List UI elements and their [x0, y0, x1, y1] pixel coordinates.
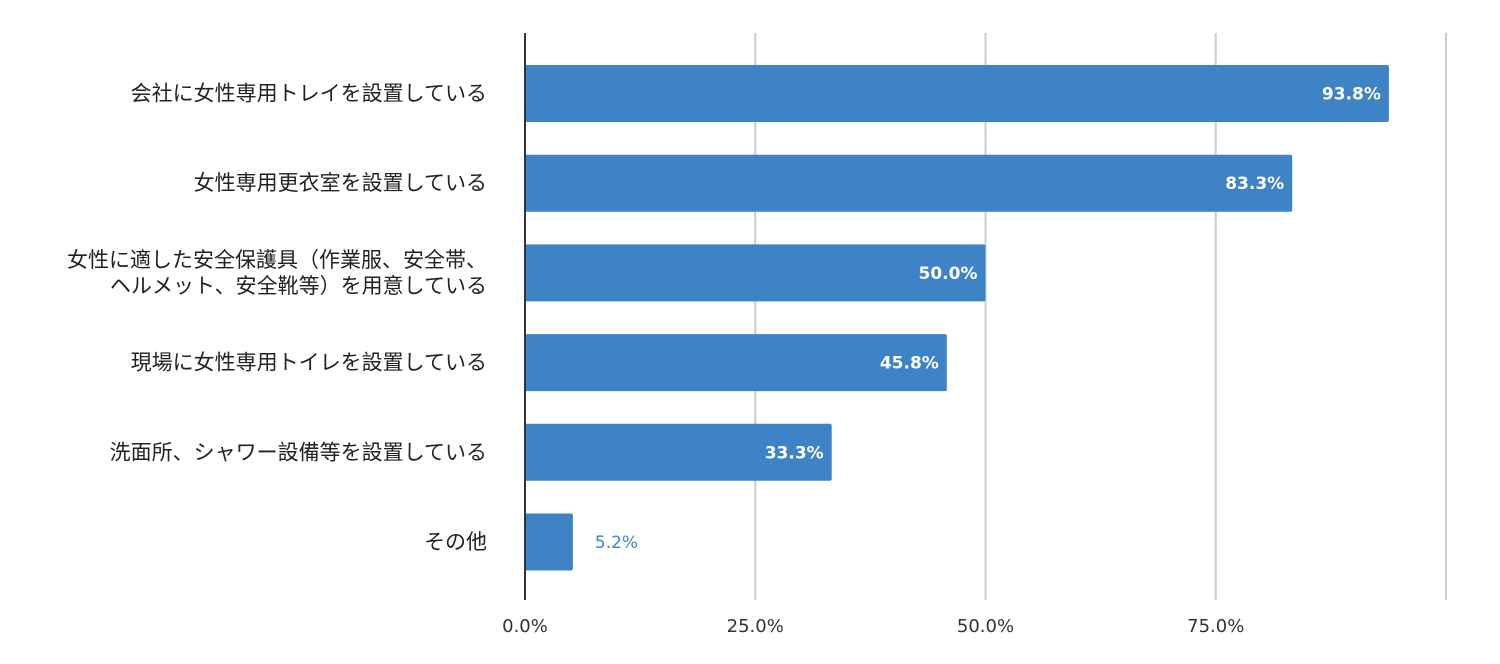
category-label: 会社に女性専用トレイを設置している	[131, 82, 487, 106]
bar-value-label: 50.0%	[919, 264, 978, 284]
bar	[525, 244, 986, 302]
bar	[525, 334, 947, 392]
bar	[525, 65, 1389, 122]
x-tick-label: 0.0%	[502, 616, 548, 637]
x-tick-label: 50.0%	[957, 616, 1014, 637]
category-label: 洗面所、シャワー設備等を設置している	[110, 440, 487, 464]
bar	[525, 154, 1293, 212]
bar	[525, 513, 573, 571]
x-tick-label: 25.0%	[727, 616, 784, 637]
category-labels: 会社に女性専用トレイを設置している女性専用更衣室を設置している女性に適した安全保…	[67, 82, 487, 555]
bars	[525, 65, 1389, 571]
bar-value-label: 83.3%	[1225, 174, 1284, 194]
tick-labels: 0.0% 25.0% 50.0% 75.0%	[502, 616, 1244, 637]
bar-value-label: 33.3%	[765, 443, 824, 463]
x-tick-label: 75.0%	[1187, 616, 1244, 637]
category-label: 現場に女性専用トイレを設置している	[131, 351, 487, 375]
category-label: その他	[424, 530, 487, 554]
value-labels: 93.8% 83.3% 50.0% 45.8% 33.3% 5.2%	[595, 85, 1381, 554]
bar-value-label: 93.8%	[1322, 85, 1381, 105]
bar	[525, 423, 832, 481]
category-label: 女性専用更衣室を設置している	[194, 171, 487, 195]
category-label: ヘルメット、安全靴等）を用意している	[110, 274, 487, 298]
bar-value-label: 45.8%	[880, 354, 939, 374]
gridlines	[754, 33, 1447, 600]
category-label: 女性に適した安全保護具（作業服、安全帯、	[67, 248, 487, 272]
bar-value-label: 5.2%	[595, 533, 638, 553]
